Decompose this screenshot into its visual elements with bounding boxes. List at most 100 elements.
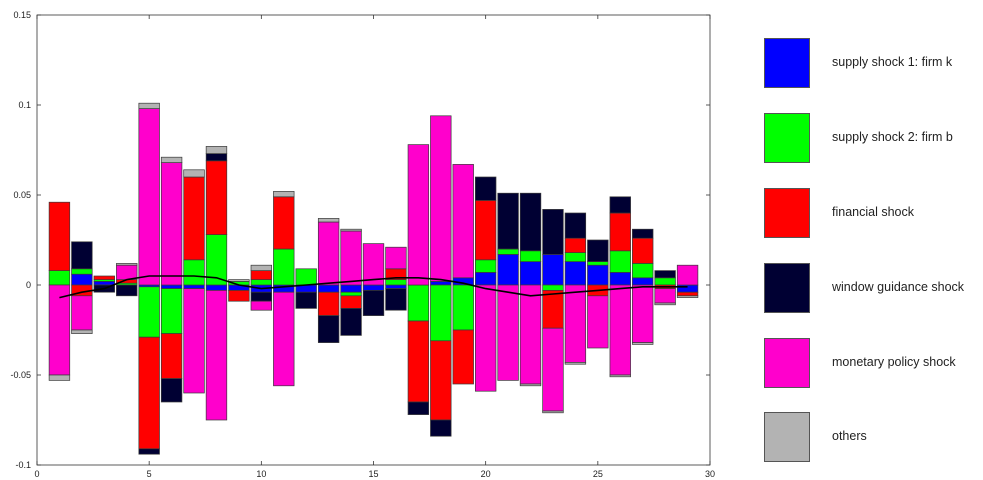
x-tick-label: 10 bbox=[256, 469, 266, 479]
bar-segment bbox=[609, 284, 631, 376]
bar-segment bbox=[138, 286, 160, 338]
bar-segment bbox=[407, 320, 430, 403]
bar-segment bbox=[48, 270, 71, 286]
bar-segment bbox=[138, 336, 160, 450]
x-tick-label: 0 bbox=[34, 469, 39, 479]
bar-segment bbox=[228, 290, 250, 302]
bar-segment bbox=[542, 284, 564, 291]
bar-segment bbox=[564, 212, 587, 239]
bar-segment bbox=[362, 243, 385, 286]
bar-segment bbox=[519, 250, 542, 262]
bar-segment bbox=[138, 448, 160, 455]
bar-segment bbox=[609, 272, 631, 286]
bar-segment bbox=[385, 288, 407, 311]
bar-segment bbox=[317, 291, 340, 316]
bar-segment bbox=[632, 284, 654, 343]
legend-item-financial-shock: financial shock bbox=[760, 188, 975, 240]
bar-segment bbox=[250, 264, 272, 271]
bar-segment bbox=[587, 239, 609, 262]
legend-label-supply-shock-1: supply shock 1: firm k bbox=[832, 55, 953, 69]
bar-segment bbox=[430, 419, 452, 437]
bar-segment bbox=[48, 374, 71, 381]
legend-label-supply-shock-2: supply shock 2: firm b bbox=[832, 130, 953, 144]
bar-segment bbox=[205, 290, 228, 421]
bar-segment bbox=[542, 254, 564, 286]
bar-segment bbox=[519, 383, 542, 387]
bar-segment bbox=[116, 264, 138, 280]
bar-segment bbox=[676, 295, 699, 298]
bar-segment bbox=[183, 288, 205, 394]
bar-segment bbox=[430, 340, 452, 421]
bar-segment bbox=[160, 288, 183, 334]
bar-segment bbox=[250, 270, 272, 280]
bar-segment bbox=[250, 279, 272, 286]
bar-segment bbox=[519, 261, 542, 286]
legend-swatch-others bbox=[764, 412, 810, 462]
bar-segment bbox=[183, 259, 205, 286]
bar-segment bbox=[519, 192, 542, 252]
bar-segment bbox=[497, 192, 519, 250]
bar-segment bbox=[160, 333, 183, 379]
legend-label-monetary-policy-shock: monetary policy shock bbox=[832, 355, 956, 369]
legend-item-others: others bbox=[760, 412, 975, 464]
plot-area bbox=[36, 14, 711, 466]
bar-segment bbox=[430, 284, 452, 342]
y-tick-label: 0.15 bbox=[13, 10, 31, 20]
bar-segment bbox=[609, 212, 631, 252]
legend-swatch-financial-shock bbox=[764, 188, 810, 238]
bar-segment bbox=[587, 261, 609, 266]
bar-segment bbox=[475, 200, 497, 261]
bar-segment bbox=[317, 315, 340, 343]
legend-item-monetary-policy-shock: monetary policy shock bbox=[760, 338, 975, 390]
bar-segment bbox=[632, 263, 654, 279]
bar-segment bbox=[48, 201, 71, 271]
bar-segment bbox=[205, 160, 228, 235]
bar-segment bbox=[632, 237, 654, 264]
bar-segment bbox=[452, 284, 474, 331]
bar-segment bbox=[116, 284, 138, 297]
bar-segment bbox=[407, 284, 430, 322]
bar-segment bbox=[228, 279, 250, 282]
x-tick-label: 5 bbox=[147, 469, 152, 479]
bar-segment bbox=[362, 290, 385, 316]
legend-label-financial-shock: financial shock bbox=[832, 205, 914, 219]
bar-segment bbox=[542, 327, 564, 412]
bar-segment bbox=[71, 329, 93, 334]
bar-segment bbox=[497, 254, 519, 286]
bar-segment bbox=[273, 291, 295, 387]
y-tick-label: 0.05 bbox=[13, 190, 31, 200]
x-tick-label: 15 bbox=[368, 469, 378, 479]
x-tick-label: 30 bbox=[705, 469, 715, 479]
legend-label-others: others bbox=[832, 429, 867, 443]
bar-segment bbox=[407, 144, 430, 286]
bar-segment bbox=[452, 329, 474, 385]
bar-segment bbox=[564, 252, 587, 262]
bar-segment bbox=[71, 295, 93, 331]
bar-segment bbox=[475, 272, 497, 286]
total-line bbox=[59, 275, 688, 299]
ticks-group: -0.1 -0.05 0 0.05 0.1 0.15 0 5 10 15 20 25 30 bbox=[10, 10, 715, 479]
bar-segment bbox=[340, 308, 362, 336]
y-tick-label: 0.1 bbox=[18, 100, 31, 110]
bar-segment bbox=[93, 281, 115, 286]
bar-segment bbox=[205, 284, 228, 291]
bar-segment bbox=[542, 410, 564, 414]
x-tick-label: 20 bbox=[481, 469, 491, 479]
bar-segment bbox=[632, 228, 654, 239]
bar-segment bbox=[385, 246, 407, 270]
legend-swatch-monetary-policy-shock bbox=[764, 338, 810, 388]
total-line-group bbox=[59, 275, 688, 299]
bar-segment bbox=[250, 300, 272, 311]
bar-segment bbox=[160, 162, 183, 286]
bar-segment bbox=[632, 277, 654, 286]
bar-segment bbox=[340, 295, 362, 309]
bar-segment bbox=[385, 279, 407, 286]
legend-item-window-guidance-shock: window guidance shock bbox=[760, 263, 975, 315]
bar-segment bbox=[609, 196, 631, 214]
bar-segment bbox=[632, 342, 654, 345]
bar-segment bbox=[273, 196, 295, 250]
bar-segment bbox=[654, 288, 676, 304]
bar-segment bbox=[295, 291, 317, 309]
bar-segment bbox=[676, 264, 699, 286]
